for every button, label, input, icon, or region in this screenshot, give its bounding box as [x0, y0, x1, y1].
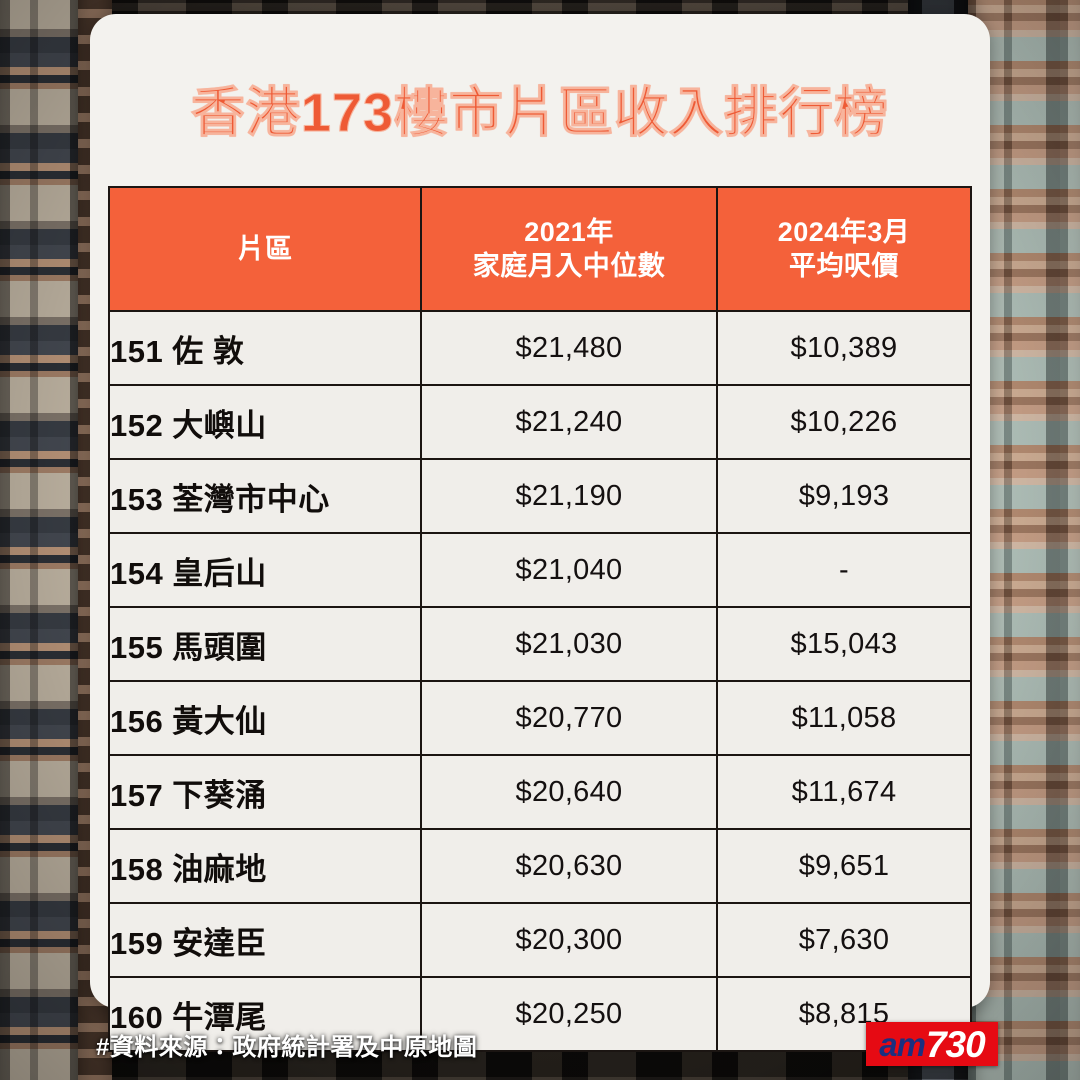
- area-name: 下葵涌: [172, 777, 267, 813]
- rank-number: 159: [110, 925, 164, 961]
- cell-median-income: $21,240: [420, 384, 718, 461]
- rank-number: 155: [110, 629, 164, 665]
- table-header: 片區 2021年 家庭月入中位數 2024年3月 平均呎價: [108, 186, 972, 313]
- cell-area: 154 皇后山: [108, 532, 422, 609]
- cell-avg-price: $10,226: [716, 384, 972, 461]
- cell-median-income: $20,640: [420, 754, 718, 831]
- am730-logo: am 730: [866, 1022, 998, 1066]
- rank-number: 157: [110, 777, 164, 813]
- column-header-income-year: 2021年: [524, 216, 614, 247]
- cell-median-income: $21,190: [420, 458, 718, 535]
- area-name: 牛潭尾: [172, 999, 267, 1035]
- column-header-income-metric: 家庭月入中位數: [472, 251, 666, 282]
- table-row: 160 牛潭尾 $20,250 $8,815: [108, 976, 972, 1053]
- table-row: 153 荃灣市中心 $21,190 $9,193: [108, 458, 972, 535]
- cell-area: 151 佐 敦: [108, 310, 422, 387]
- cell-avg-price: $8,815: [716, 976, 972, 1053]
- cell-avg-price: $10,389: [716, 310, 972, 387]
- area-name: 荃灣市中心: [172, 481, 330, 517]
- footer-bar: #資料來源：政府統計署及中原地圖 am 730: [0, 1008, 1080, 1080]
- table-row: 151 佐 敦 $21,480 $10,389: [108, 310, 972, 387]
- rank-number: 158: [110, 851, 164, 887]
- rank-number: 151: [110, 333, 164, 369]
- rank-number: 160: [110, 999, 164, 1035]
- cell-area: 153 荃灣市中心: [108, 458, 422, 535]
- area-name: 油麻地: [172, 851, 267, 887]
- cell-avg-price: $9,193: [716, 458, 972, 535]
- cell-median-income: $21,480: [420, 310, 718, 387]
- column-header-price-date: 2024年3月: [777, 216, 911, 247]
- cell-area: 158 油麻地: [108, 828, 422, 905]
- cell-avg-price: $11,674: [716, 754, 972, 831]
- cell-avg-price: $15,043: [716, 606, 972, 683]
- logo-text-730: 730: [925, 1023, 986, 1065]
- table-row: 159 安達臣 $20,300 $7,630: [108, 902, 972, 979]
- column-header-area: 片區: [108, 186, 422, 313]
- table-row: 157 下葵涌 $20,640 $11,674: [108, 754, 972, 831]
- cell-median-income: $20,630: [420, 828, 718, 905]
- building-facade-left: [0, 0, 88, 1080]
- table-row: 156 黃大仙 $20,770 $11,058: [108, 680, 972, 757]
- cell-area: 155 馬頭圍: [108, 606, 422, 683]
- column-header-area-label: 片區: [237, 234, 293, 265]
- rank-number: 152: [110, 407, 164, 443]
- table-row: 154 皇后山 $21,040-: [108, 532, 972, 609]
- cell-median-income: $21,040: [420, 532, 718, 609]
- area-name: 馬頭圍: [172, 629, 267, 665]
- page-title: 香港173樓市片區收入排行榜: [190, 83, 890, 144]
- table-row: 158 油麻地 $20,630 $9,651: [108, 828, 972, 905]
- cell-avg-price: -: [716, 532, 972, 609]
- rank-number: 154: [110, 555, 164, 591]
- cell-avg-price: $7,630: [716, 902, 972, 979]
- cell-area: 159 安達臣: [108, 902, 422, 979]
- area-name: 皇后山: [172, 555, 267, 591]
- cell-avg-price: $9,651: [716, 828, 972, 905]
- cell-area: 156 黃大仙: [108, 680, 422, 757]
- cell-median-income: $21,030: [420, 606, 718, 683]
- rank-number: 156: [110, 703, 164, 739]
- cell-median-income: $20,770: [420, 680, 718, 757]
- table-row: 152 大嶼山 $21,240 $10,226: [108, 384, 972, 461]
- area-name: 佐 敦: [172, 333, 245, 369]
- cell-median-income: $20,300: [420, 902, 718, 979]
- table-body: 151 佐 敦 $21,480 $10,389 152 大嶼山 $21,240 $10,226…: [108, 310, 972, 1053]
- area-name: 黃大仙: [172, 703, 267, 739]
- cell-avg-price: $11,058: [716, 680, 972, 757]
- table-header-row: 片區 2021年 家庭月入中位數 2024年3月 平均呎價: [108, 186, 972, 313]
- column-header-income: 2021年 家庭月入中位數: [420, 186, 718, 313]
- cell-area: 152 大嶼山: [108, 384, 422, 461]
- cell-area: 157 下葵涌: [108, 754, 422, 831]
- column-header-price-metric: 平均呎價: [789, 251, 899, 282]
- area-name: 安達臣: [172, 925, 267, 961]
- logo-text-am: am: [879, 1025, 926, 1063]
- cell-median-income: $20,250: [420, 976, 718, 1053]
- source-note: #資料來源：政府統計署及中原地圖: [96, 1034, 478, 1061]
- content-card: 香港173樓市片區收入排行榜 片區 2021年 家庭月入中位數 2024年3月 …: [90, 14, 990, 1053]
- rank-number: 153: [110, 481, 164, 517]
- cell-area: 160 牛潭尾: [108, 976, 422, 1053]
- column-header-price: 2024年3月 平均呎價: [716, 186, 972, 313]
- area-name: 大嶼山: [172, 407, 267, 443]
- table-row: 155 馬頭圍 $21,030 $15,043: [108, 606, 972, 683]
- ranking-table: 片區 2021年 家庭月入中位數 2024年3月 平均呎價 151 佐 敦 $21,…: [108, 186, 972, 1053]
